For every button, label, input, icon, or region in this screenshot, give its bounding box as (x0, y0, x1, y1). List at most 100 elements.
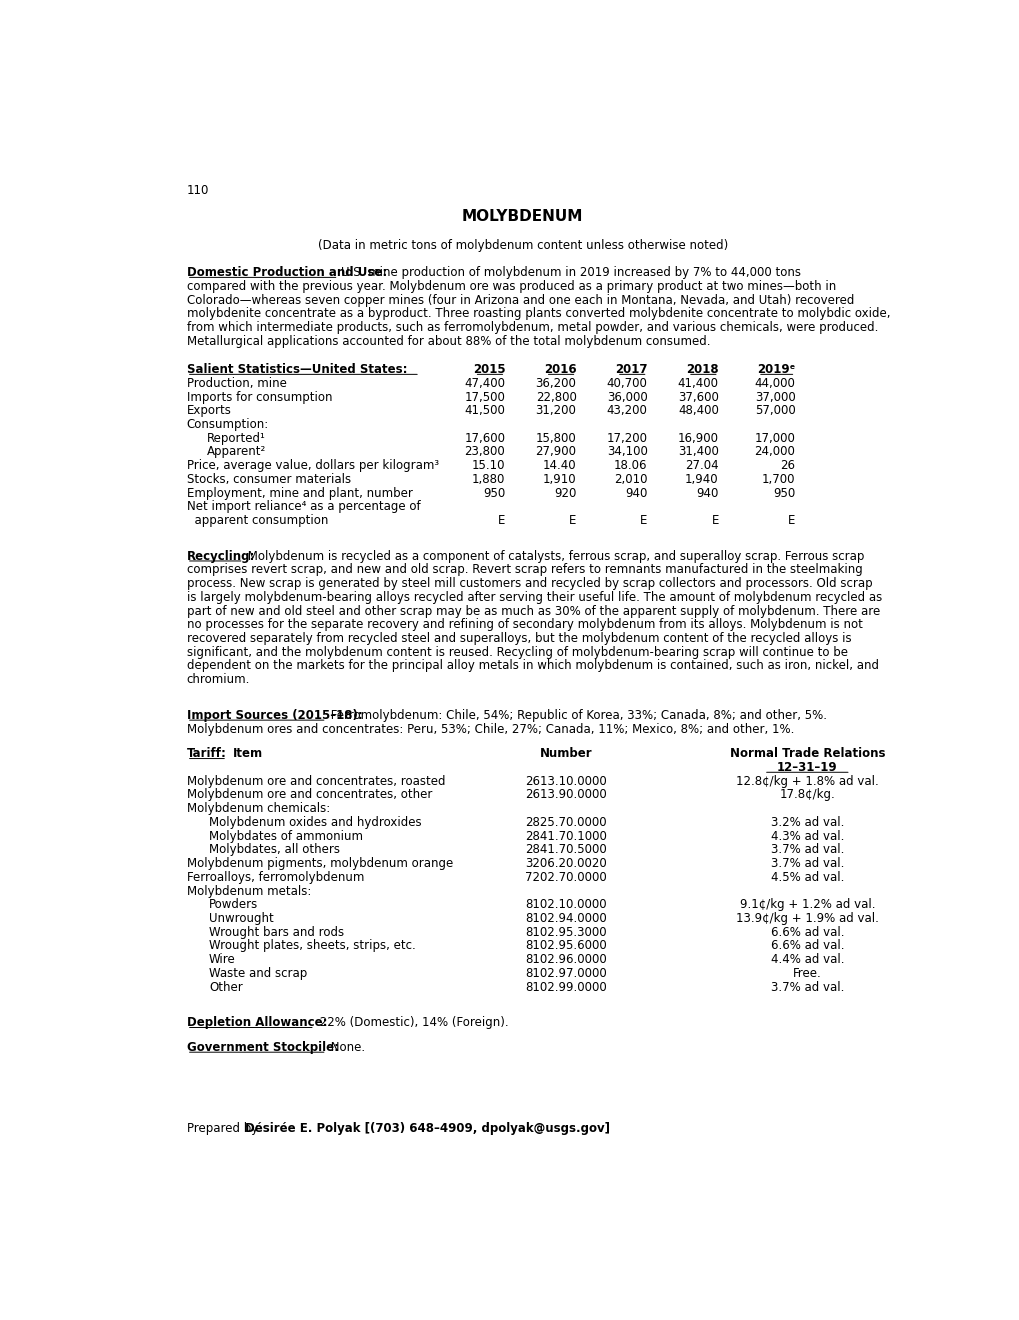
Text: apparent consumption: apparent consumption (186, 513, 328, 527)
Text: comprises revert scrap, and new and old scrap. Revert scrap refers to remnants m: comprises revert scrap, and new and old … (186, 564, 862, 577)
Text: Recycling:: Recycling: (186, 549, 255, 562)
Text: 2841.70.1000: 2841.70.1000 (525, 830, 606, 842)
Text: molybdenite concentrate as a byproduct. Three roasting plants converted molybden: molybdenite concentrate as a byproduct. … (186, 308, 890, 321)
Text: Imports for consumption: Imports for consumption (186, 391, 332, 404)
Text: 22,800: 22,800 (535, 391, 576, 404)
Text: 15.10: 15.10 (472, 459, 504, 473)
Text: 2015: 2015 (472, 363, 504, 376)
Text: Price, average value, dollars per kilogram³: Price, average value, dollars per kilogr… (186, 459, 438, 473)
Text: dependent on the markets for the principal alloy metals in which molybdenum is c: dependent on the markets for the princip… (186, 660, 878, 672)
Text: Waste and scrap: Waste and scrap (209, 966, 307, 979)
Text: 4.4% ad val.: 4.4% ad val. (769, 953, 844, 966)
Text: 17,000: 17,000 (754, 432, 795, 445)
Text: Government Stockpile:: Government Stockpile: (186, 1041, 338, 1053)
Text: 1,940: 1,940 (685, 473, 718, 486)
Text: E: E (497, 513, 504, 527)
Text: 31,200: 31,200 (535, 404, 576, 417)
Text: 2019ᵉ: 2019ᵉ (756, 363, 795, 376)
Text: 8102.95.6000: 8102.95.6000 (525, 940, 606, 953)
Text: 950: 950 (772, 487, 795, 499)
Text: Ferromolybdenum: Chile, 54%; Republic of Korea, 33%; Canada, 8%; and other, 5%.: Ferromolybdenum: Chile, 54%; Republic of… (327, 709, 826, 722)
Text: Number: Number (539, 747, 592, 760)
Text: 8102.95.3000: 8102.95.3000 (525, 925, 606, 939)
Text: 2825.70.0000: 2825.70.0000 (525, 816, 606, 829)
Text: E: E (710, 513, 718, 527)
Text: 940: 940 (696, 487, 718, 499)
Text: 1,910: 1,910 (542, 473, 576, 486)
Text: 2613.90.0000: 2613.90.0000 (525, 788, 606, 801)
Text: 3.7% ad val.: 3.7% ad val. (770, 843, 843, 857)
Text: Production, mine: Production, mine (186, 376, 286, 389)
Text: 43,200: 43,200 (606, 404, 647, 417)
Text: 2613.10.0000: 2613.10.0000 (525, 775, 606, 788)
Text: 34,100: 34,100 (606, 445, 647, 458)
Text: 6.6% ad val.: 6.6% ad val. (769, 940, 844, 953)
Text: 920: 920 (553, 487, 576, 499)
Text: Molybdenum pigments, molybdenum orange: Molybdenum pigments, molybdenum orange (186, 857, 452, 870)
Text: Normal Trade Relations: Normal Trade Relations (729, 747, 884, 760)
Text: 12.8¢/kg + 1.8% ad val.: 12.8¢/kg + 1.8% ad val. (736, 775, 877, 788)
Text: 44,000: 44,000 (754, 376, 795, 389)
Text: 17,600: 17,600 (464, 432, 504, 445)
Text: 17,200: 17,200 (606, 432, 647, 445)
Text: Désirée E. Polyak [(703) 648–4909, dpolyak@usgs.gov]: Désirée E. Polyak [(703) 648–4909, dpoly… (245, 1122, 609, 1135)
Text: 4.5% ad val.: 4.5% ad val. (770, 871, 843, 884)
Text: 48,400: 48,400 (678, 404, 718, 417)
Text: 2018: 2018 (686, 363, 718, 376)
Text: 8102.99.0000: 8102.99.0000 (525, 981, 606, 994)
Text: 37,000: 37,000 (754, 391, 795, 404)
Text: 27.04: 27.04 (685, 459, 718, 473)
Text: significant, and the molybdenum content is reused. Recycling of molybdenum-beari: significant, and the molybdenum content … (186, 645, 847, 659)
Text: 110: 110 (186, 183, 209, 197)
Text: None.: None. (327, 1041, 365, 1053)
Text: Molybdenum ore and concentrates, other: Molybdenum ore and concentrates, other (186, 788, 432, 801)
Text: 6.6% ad val.: 6.6% ad val. (769, 925, 844, 939)
Text: Depletion Allowance:: Depletion Allowance: (186, 1016, 327, 1030)
Text: 18.06: 18.06 (613, 459, 647, 473)
Text: Net import reliance⁴ as a percentage of: Net import reliance⁴ as a percentage of (186, 500, 420, 513)
Text: 15,800: 15,800 (535, 432, 576, 445)
Text: 17,500: 17,500 (464, 391, 504, 404)
Text: no processes for the separate recovery and refining of secondary molybdenum from: no processes for the separate recovery a… (186, 618, 862, 631)
Text: 2841.70.5000: 2841.70.5000 (525, 843, 606, 857)
Text: MOLYBDENUM: MOLYBDENUM (462, 209, 583, 223)
Text: Free.: Free. (792, 966, 821, 979)
Text: 3.7% ad val.: 3.7% ad val. (770, 981, 843, 994)
Text: 8102.96.0000: 8102.96.0000 (525, 953, 606, 966)
Text: 41,500: 41,500 (464, 404, 504, 417)
Text: Wrought plates, sheets, strips, etc.: Wrought plates, sheets, strips, etc. (209, 940, 416, 953)
Text: Colorado—whereas seven copper mines (four in Arizona and one each in Montana, Ne: Colorado—whereas seven copper mines (fou… (186, 293, 853, 306)
Text: Consumption:: Consumption: (186, 418, 269, 432)
Text: Domestic Production and Use:: Domestic Production and Use: (186, 267, 386, 279)
Text: Molybdenum ore and concentrates, roasted: Molybdenum ore and concentrates, roasted (186, 775, 445, 788)
Text: 8102.97.0000: 8102.97.0000 (525, 966, 606, 979)
Text: 47,400: 47,400 (464, 376, 504, 389)
Text: 13.9¢/kg + 1.9% ad val.: 13.9¢/kg + 1.9% ad val. (735, 912, 878, 925)
Text: 26: 26 (780, 459, 795, 473)
Text: 16,900: 16,900 (678, 432, 718, 445)
Text: E: E (569, 513, 576, 527)
Text: 37,600: 37,600 (678, 391, 718, 404)
Text: 8102.10.0000: 8102.10.0000 (525, 898, 606, 911)
Text: 17.8¢/kg.: 17.8¢/kg. (779, 788, 835, 801)
Text: process. New scrap is generated by steel mill customers and recycled by scrap co: process. New scrap is generated by steel… (186, 577, 871, 590)
Text: Import Sources (2015–18):: Import Sources (2015–18): (186, 709, 362, 722)
Text: from which intermediate products, such as ferromolybdenum, metal powder, and var: from which intermediate products, such a… (186, 321, 877, 334)
Text: 22% (Domestic), 14% (Foreign).: 22% (Domestic), 14% (Foreign). (315, 1016, 507, 1030)
Text: Exports: Exports (186, 404, 231, 417)
Text: Salient Statistics—United States:: Salient Statistics—United States: (186, 363, 407, 376)
Text: Molybdenum chemicals:: Molybdenum chemicals: (186, 803, 330, 816)
Text: 41,400: 41,400 (678, 376, 718, 389)
Text: Molybdenum ores and concentrates: Peru, 53%; Chile, 27%; Canada, 11%; Mexico, 8%: Molybdenum ores and concentrates: Peru, … (186, 722, 794, 735)
Text: part of new and old steel and other scrap may be as much as 30% of the apparent : part of new and old steel and other scra… (186, 605, 879, 618)
Text: 31,400: 31,400 (678, 445, 718, 458)
Text: 2016: 2016 (543, 363, 576, 376)
Text: Item: Item (232, 747, 263, 760)
Text: is largely molybdenum-bearing alloys recycled after serving their useful life. T: is largely molybdenum-bearing alloys rec… (186, 591, 881, 603)
Text: (Data in metric tons of molybdenum content unless otherwise noted): (Data in metric tons of molybdenum conte… (317, 239, 728, 252)
Text: Other: Other (209, 981, 243, 994)
Text: 27,900: 27,900 (535, 445, 576, 458)
Text: U.S. mine production of molybdenum in 2019 increased by 7% to 44,000 tons: U.S. mine production of molybdenum in 20… (340, 267, 800, 279)
Text: 950: 950 (483, 487, 504, 499)
Text: 8102.94.0000: 8102.94.0000 (525, 912, 606, 925)
